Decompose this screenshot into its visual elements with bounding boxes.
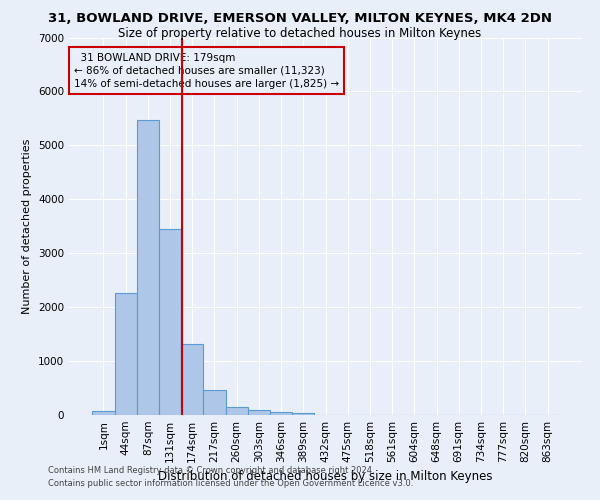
Bar (203, 390, 226, 415)
Text: Size of property relative to detached houses in Milton Keynes: Size of property relative to detached ho… (118, 28, 482, 40)
Text: Contains HM Land Registry data © Crown copyright and database right 2024.
Contai: Contains HM Land Registry data © Crown c… (48, 466, 413, 487)
Y-axis label: Number of detached properties: Number of detached properties (22, 138, 32, 314)
Bar (115, 292, 137, 415)
Bar (181, 344, 203, 415)
Bar (248, 410, 270, 415)
Bar (92, 411, 115, 415)
Bar (226, 406, 248, 415)
X-axis label: Distribution of detached houses by size in Milton Keynes: Distribution of detached houses by size … (158, 470, 493, 484)
Text: 31 BOWLAND DRIVE: 179sqm
← 86% of detached houses are smaller (11,323)
14% of se: 31 BOWLAND DRIVE: 179sqm ← 86% of detach… (74, 52, 339, 89)
Text: 31, BOWLAND DRIVE, EMERSON VALLEY, MILTON KEYNES, MK4 2DN: 31, BOWLAND DRIVE, EMERSON VALLEY, MILTO… (48, 12, 552, 26)
Bar (292, 413, 314, 415)
Bar (137, 120, 159, 415)
Bar (159, 229, 181, 415)
Bar (270, 412, 292, 415)
